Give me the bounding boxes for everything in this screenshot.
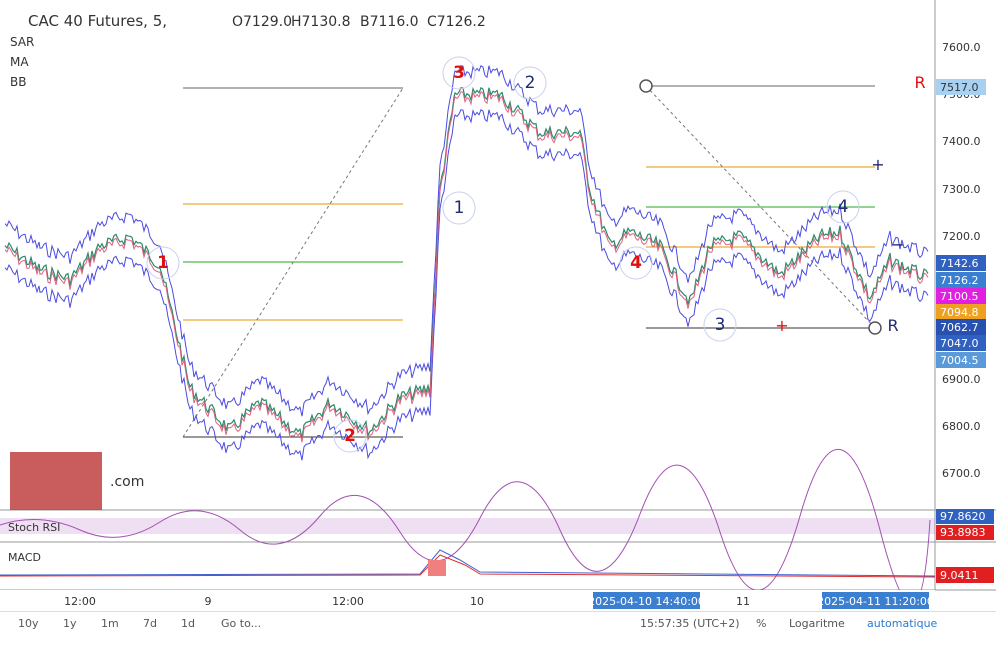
range-button[interactable]: 1m: [101, 617, 119, 630]
wave-ring: [442, 56, 476, 90]
wave-label: 4: [630, 253, 642, 273]
log-toggle[interactable]: Logaritme: [789, 617, 845, 630]
price-badge-text: 7100.5: [940, 290, 979, 303]
range-button[interactable]: 10y: [18, 617, 39, 630]
price-badge: [936, 304, 986, 320]
price-badge: [936, 352, 986, 368]
macd-value: 9.0411: [940, 569, 979, 582]
price-tick: 6700.0: [942, 467, 981, 480]
percent-toggle[interactable]: %: [756, 617, 767, 630]
auto-toggle[interactable]: automatique: [867, 617, 938, 630]
bb-upper: [4, 65, 929, 417]
price-series: [4, 65, 929, 461]
fib-right: [639, 79, 882, 335]
price-badge: [936, 288, 986, 304]
pane-label: Stoch RSI: [8, 521, 60, 534]
wave-label: 4: [838, 197, 849, 217]
price-tick: 7300.0: [942, 183, 981, 196]
wave-label: 2: [344, 426, 356, 446]
bb-lower: [4, 109, 929, 461]
range-button[interactable]: 1y: [63, 617, 77, 630]
price-badge-text: 7142.6: [940, 257, 979, 270]
macd-badge: [936, 567, 994, 583]
wave-mark: R: [887, 316, 898, 335]
wave-label: 1: [157, 253, 169, 273]
stoch-value: 97.8620: [940, 510, 986, 523]
stoch-band: [0, 518, 935, 534]
fib-left: [182, 87, 404, 438]
indicator[interactable]: SAR: [10, 35, 34, 49]
wave-mark: +: [775, 316, 788, 335]
price-line: [4, 86, 929, 439]
toolbar: 10y 1y 1m 7d 1d Go to... 15:57:35 (UTC+2)% Loga…: [0, 611, 996, 636]
wave-ring: [619, 246, 653, 280]
stoch-value: 93.8983: [940, 526, 986, 539]
time-axis-bg: [0, 590, 935, 611]
price-tick: 7600.0: [942, 41, 981, 54]
time-badge-text: 2025-04-11 11:20:00: [817, 595, 934, 608]
price-badge-text: 7517.0: [940, 81, 979, 94]
wave-mark: R: [914, 73, 925, 92]
wave-ring: [826, 190, 860, 224]
price-badge: [936, 272, 986, 288]
range-button[interactable]: 1d: [181, 617, 195, 630]
wave-label: 1: [454, 198, 465, 218]
price-badge-text: 7062.7: [940, 321, 979, 334]
price-badge-text: 7004.5: [940, 354, 979, 367]
price-badge: [936, 255, 986, 271]
wave-ring: [333, 419, 367, 453]
price-tick: 6800.0: [942, 420, 981, 433]
time-tick: 11: [736, 595, 750, 608]
time-tick: 12:00: [64, 595, 96, 608]
price-badge: [936, 319, 986, 335]
wave-ring: [703, 308, 737, 342]
ohlc: B7116.0: [360, 14, 419, 30]
ohlc: C7126.2: [427, 14, 486, 30]
time-badge: [593, 592, 700, 609]
wave-label: 3: [715, 315, 726, 335]
watermark: .com: [110, 474, 144, 490]
stoch-line: [0, 449, 931, 605]
price-badge: [936, 79, 986, 95]
time-badge: [822, 592, 929, 609]
time-badge-text: 2025-04-10 14:40:00: [588, 595, 705, 608]
macd-line: [0, 549, 936, 577]
stoch-badge: [936, 509, 994, 524]
time-tick: 9: [205, 595, 212, 608]
wave-ring: [146, 246, 180, 280]
wave-label: 3: [453, 63, 465, 83]
ohlc: H7130.8: [291, 14, 351, 30]
price-tick: 7400.0: [942, 135, 981, 148]
stoch-badge: [936, 525, 994, 540]
range-button[interactable]: 7d: [143, 617, 157, 630]
indicator[interactable]: MA: [10, 55, 29, 69]
wave-ring: [513, 66, 547, 100]
wave-ring: [442, 191, 476, 225]
avatar-image: [10, 452, 102, 510]
price-badge-text: 7094.8: [940, 306, 979, 319]
macd-hist: [428, 560, 446, 576]
goto-button[interactable]: Go to...: [221, 617, 262, 630]
ma-line: [4, 91, 929, 443]
price-badge-text: 7047.0: [940, 337, 979, 350]
time-tick: 10: [470, 595, 484, 608]
macd-signal: [0, 554, 936, 578]
price-badge: [936, 335, 986, 351]
symbol: CAC 40 Futures, 5,: [28, 12, 167, 30]
wave-mark: −: [891, 235, 904, 254]
pane-label: MACD: [8, 551, 41, 564]
wave-mark: +: [871, 155, 884, 174]
time-tick: 12:00: [332, 595, 364, 608]
clock[interactable]: 15:57:35 (UTC+2): [640, 617, 740, 630]
wave-label: 2: [525, 73, 536, 93]
price-badge-text: 7126.2: [940, 274, 979, 287]
price-tick: 7200.0: [942, 230, 981, 243]
price-tick: 6900.0: [942, 373, 981, 386]
indicator[interactable]: BB: [10, 75, 26, 89]
ohlc: O7129.0: [232, 14, 292, 30]
